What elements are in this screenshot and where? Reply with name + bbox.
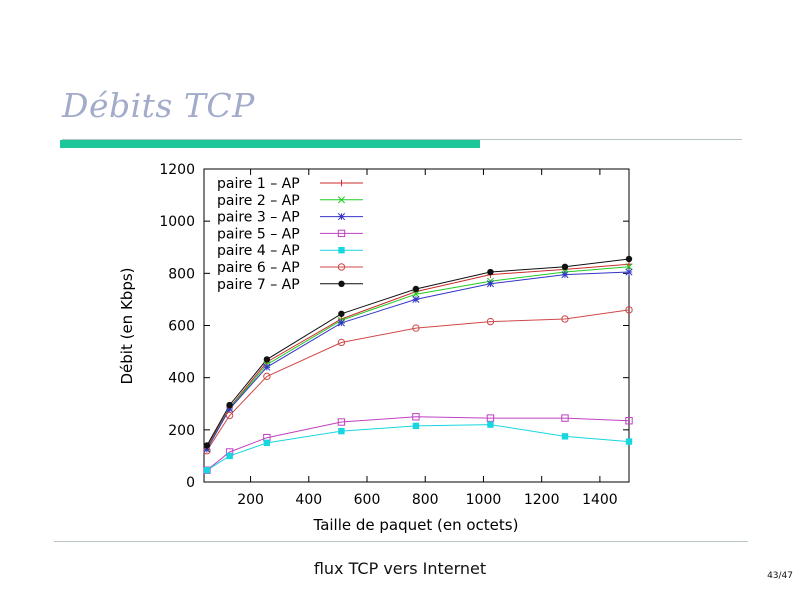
legend-marker [338,247,345,254]
y-tick-label: 0 [186,475,195,491]
data-point [625,268,633,276]
legend-marker [337,196,346,204]
x-tick-label: 1000 [466,492,502,508]
x-tick-label: 1400 [582,492,618,508]
data-point [625,306,633,314]
y-tick-label: 800 [168,266,195,282]
axis-ticks: 0 200 400 600 800 1000 1200 200 400 600 800 1000 120… [159,162,629,508]
legend-label: paire 6 – AP [217,260,300,276]
legend-marker [338,280,345,287]
x-tick-label: 1200 [524,492,560,508]
data-point [412,295,420,303]
x-tick-label: 600 [354,492,381,508]
x-axis-label: Taille de paquet (en octets) [313,516,519,534]
y-tick-label: 1000 [159,214,195,230]
x-tick-label: 200 [237,492,264,508]
data-point [487,268,494,276]
data-point [561,414,569,422]
legend-marker [337,229,346,238]
series-markers [203,255,633,474]
y-tick-label: 200 [168,423,195,439]
data-point [263,356,271,363]
slide-title: Débits TCP [62,86,255,125]
data-point [226,452,233,460]
series-line [206,266,630,449]
series-line [206,416,630,471]
legend-marker [337,263,346,271]
data-point [337,338,346,347]
data-point [263,439,271,447]
legend-marker [338,179,345,187]
legend-label: paire 5 – AP [217,226,300,242]
data-point [225,411,234,420]
legend-label: paire 4 – AP [217,243,300,259]
data-point [226,405,234,413]
series-lines [206,258,630,471]
series-line [206,263,630,448]
data-point [412,290,420,298]
data-point [561,271,569,279]
data-point [486,280,494,288]
data-point [203,442,211,449]
data-point [561,315,569,323]
page-number: 43/47 [767,571,793,581]
data-point [625,255,633,263]
legend-marker [337,213,346,221]
data-point [625,417,633,425]
title-divider [62,139,742,140]
data-point [486,414,495,422]
x-tick-label: 800 [412,492,439,508]
data-point [412,324,420,332]
data-point [338,310,345,317]
title-accent-bar [60,140,480,148]
data-point [561,263,569,271]
data-point [338,427,345,435]
y-tick-label: 600 [168,319,195,335]
data-point [203,445,211,453]
data-point [487,421,494,428]
legend-label: paire 3 – AP [217,210,300,226]
legend-label: paire 1 – AP [217,176,300,192]
footer-divider [54,541,748,542]
footer-caption: flux TCP vers Internet [313,559,487,578]
y-tick-label: 400 [168,371,195,387]
data-point [203,467,211,474]
y-axis-label: Débit (en Kbps) [118,267,136,384]
data-point [337,418,346,426]
series-line [206,271,630,450]
data-point [412,422,420,430]
data-point [412,413,420,421]
series-line [206,258,630,446]
data-point [263,372,271,381]
data-point [625,438,633,445]
data-point [412,285,420,293]
legend-label: paire 7 – AP [217,277,300,293]
data-point [625,263,633,271]
legend-label: paire 2 – AP [217,193,300,209]
data-point [263,363,271,371]
series-line [206,424,630,471]
series-line [206,309,630,451]
y-tick-label: 1200 [159,162,195,178]
data-point [486,317,495,326]
data-point [337,319,345,327]
data-point [561,433,569,440]
x-tick-label: 400 [295,492,322,508]
data-point [226,401,233,409]
